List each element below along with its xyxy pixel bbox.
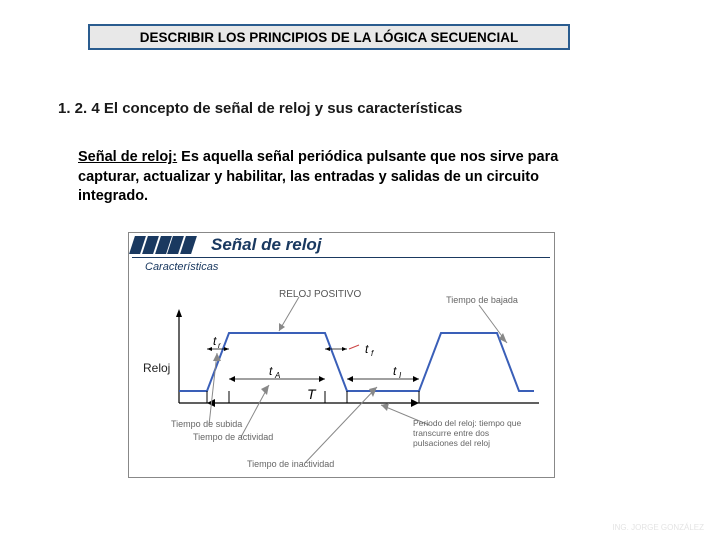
- body-paragraph: Señal de reloj: Es aquella señal periódi…: [78, 148, 600, 207]
- figure-title-rule: [132, 257, 550, 258]
- svg-text:t: t: [269, 364, 273, 378]
- figure-container: Señal de reloj Características RELOJ POS…: [128, 232, 555, 478]
- label-tiempo-inactividad: Tiempo de inactividad: [247, 459, 334, 469]
- figure-title: Señal de reloj: [211, 235, 322, 255]
- svg-text:f: f: [371, 349, 374, 358]
- label-periodo-reloj: Periodo del reloj: tiempo que transcurre…: [413, 419, 535, 448]
- label-tiempo-actividad: Tiempo de actividad: [193, 432, 273, 442]
- svg-text:t: t: [365, 342, 369, 356]
- svg-text:r: r: [218, 341, 221, 350]
- svg-text:t: t: [213, 334, 217, 348]
- section-heading: 1. 2. 4 El concepto de señal de reloj y …: [58, 100, 462, 117]
- figure-logo-stripes: [132, 236, 194, 254]
- banner-title: DESCRIBIR LOS PRINCIPIOS DE LA LÓGICA SE…: [140, 30, 519, 45]
- svg-text:t: t: [393, 364, 397, 378]
- title-banner: DESCRIBIR LOS PRINCIPIOS DE LA LÓGICA SE…: [88, 24, 570, 50]
- svg-text:T: T: [307, 386, 317, 402]
- term: Señal de reloj:: [78, 149, 177, 165]
- figure-subtitle: Características: [145, 261, 218, 273]
- svg-text:A: A: [274, 371, 280, 380]
- label-tiempo-subida: Tiempo de subida: [171, 419, 242, 429]
- footer-credit: ING. JORGE GONZÁLEZ: [612, 523, 704, 532]
